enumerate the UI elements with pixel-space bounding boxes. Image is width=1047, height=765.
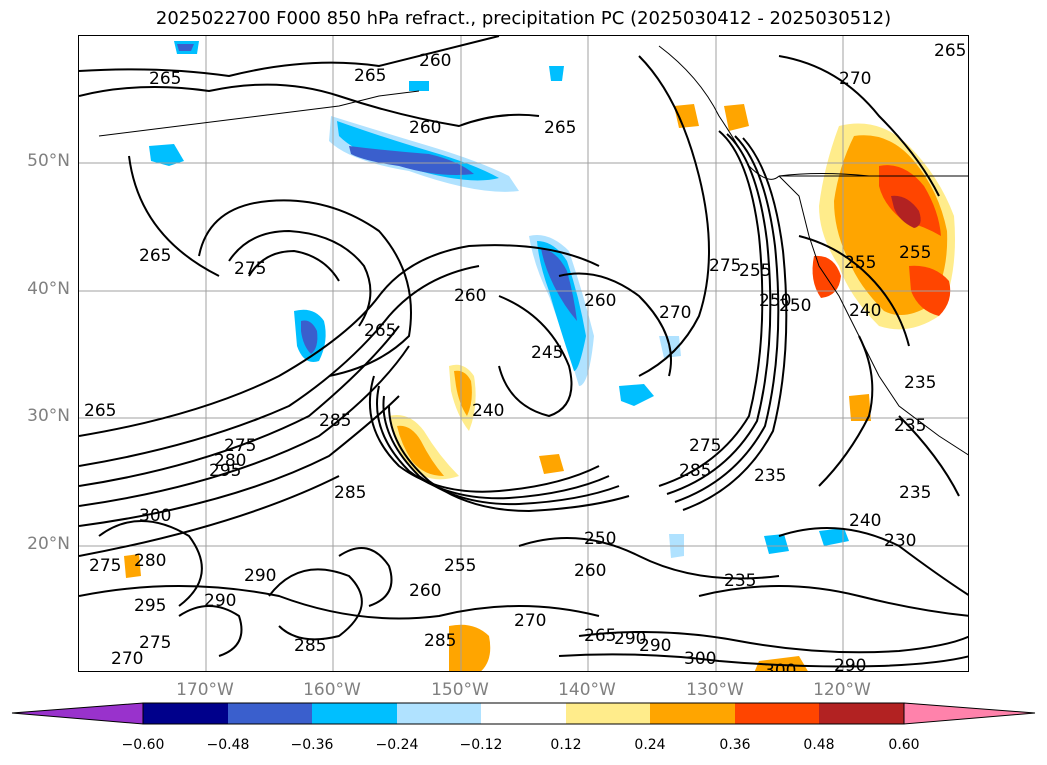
contour-label: 290 [614, 629, 646, 649]
colorbar-tick: 0.60 [888, 737, 920, 753]
colorbar-segment [650, 703, 735, 724]
lon-label-170w: 170°W [176, 680, 234, 700]
colorbar-tick: 0.48 [803, 737, 835, 753]
lon-label-130w: 130°W [686, 680, 744, 700]
contour-label: 300 [764, 661, 796, 672]
lon-label-140w: 140°W [558, 680, 616, 700]
lon-label-160w: 160°W [303, 680, 361, 700]
contour-label: 290 [204, 591, 236, 611]
contour-label: 265 [354, 66, 386, 86]
lat-label-30n: 30°N [27, 406, 70, 426]
contour-label: 280 [214, 451, 246, 471]
contour-label: 295 [209, 461, 241, 481]
contour-label: 275 [234, 259, 266, 279]
coastlines [98, 45, 968, 456]
contour-label: 265 [84, 401, 116, 421]
contour-label: 240 [849, 301, 881, 321]
refractivity-contours [79, 36, 968, 668]
gridlines [79, 36, 968, 671]
contour-label: 300 [684, 649, 716, 669]
contour-label: 275 [139, 633, 171, 653]
lat-label-50n: 50°N [27, 151, 70, 171]
colorbar-tick: −0.48 [206, 737, 250, 753]
contour-label: 265 [934, 41, 966, 61]
contour-label: 240 [849, 511, 881, 531]
colorbar-segment [397, 703, 481, 724]
colorbar [11, 702, 1036, 725]
colorbar-tick: 0.36 [719, 737, 751, 753]
contour-label: 235 [894, 416, 926, 436]
contour-label: 260 [419, 51, 451, 71]
contour-label: 235 [754, 466, 786, 486]
map-canvas: 265 265 260 260 265 275 265 270 260 260 … [79, 36, 968, 672]
colorbar-segment [735, 703, 819, 724]
contour-label: 275 [689, 436, 721, 456]
lon-label-150w: 150°W [431, 680, 489, 700]
contour-label: 255 [844, 253, 876, 273]
contour-label: 270 [659, 303, 691, 323]
colorbar-extend-high [903, 702, 1036, 725]
contour-label: 270 [514, 611, 546, 631]
map-title: 2025022700 F000 850 hPa refract., precip… [155, 8, 892, 29]
contour-label: 260 [409, 581, 441, 601]
contour-label: 300 [139, 506, 171, 526]
contour-label: 290 [244, 566, 276, 586]
contour-label: 235 [904, 373, 936, 393]
contour-label: 265 [584, 626, 616, 646]
contour-label: 275 [709, 256, 741, 276]
contour-labels: 265 265 260 260 265 275 265 270 260 260 … [84, 41, 966, 672]
contour-label: 285 [334, 483, 366, 503]
contour-label: 265 [544, 118, 576, 138]
contour-label: 275 [89, 556, 121, 576]
contour-label: 240 [472, 401, 504, 421]
colorbar-segment [819, 703, 904, 724]
contour-label: 260 [409, 118, 441, 138]
contour-label: 260 [584, 291, 616, 311]
map-plot-area: 265 265 260 260 265 275 265 270 260 260 … [78, 35, 969, 672]
contour-label: 265 [139, 246, 171, 266]
colorbar-segment [143, 703, 228, 724]
colorbar-tick: −0.24 [375, 737, 419, 753]
contour-label: 290 [834, 656, 866, 672]
contour-label: 285 [319, 411, 351, 431]
contour-label: 265 [149, 69, 181, 89]
contour-label: 255 [739, 261, 771, 281]
contour-label: 285 [294, 636, 326, 656]
colorbar-segment [566, 703, 650, 724]
lat-label-40n: 40°N [27, 279, 70, 299]
contour-label: 265 [364, 321, 396, 341]
lat-label-20n: 20°N [27, 534, 70, 554]
lon-label-120w: 120°W [813, 680, 871, 700]
contour-label: 295 [134, 596, 166, 616]
contour-label: 270 [111, 649, 143, 669]
contour-label: 230 [884, 531, 916, 551]
colorbar-segment [228, 703, 312, 724]
contour-label: 275 [224, 436, 256, 456]
contour-label: 260 [454, 286, 486, 306]
contour-label: 235 [899, 483, 931, 503]
contour-label: 255 [444, 556, 476, 576]
contour-label: 270 [839, 69, 871, 89]
contour-label: 260 [574, 561, 606, 581]
contour-label: 250 [584, 529, 616, 549]
colorbar-tick: 0.12 [550, 737, 582, 753]
colorbar-tick: −0.12 [459, 737, 503, 753]
colorbar-tick: −0.60 [121, 737, 165, 753]
colorbar-segment [481, 703, 566, 724]
contour-label: 245 [531, 343, 563, 363]
contour-label: 285 [679, 461, 711, 481]
colorbar-segment [312, 703, 397, 724]
colorbar-tick: −0.36 [290, 737, 334, 753]
colorbar-tick: 0.24 [634, 737, 666, 753]
contour-label: 250 [779, 296, 811, 316]
contour-label: 280 [134, 551, 166, 571]
contour-label: 285 [424, 631, 456, 651]
contour-label: 255 [899, 243, 931, 263]
contour-label: 250 [759, 291, 791, 311]
contour-label: 235 [724, 571, 756, 591]
contour-label: 290 [639, 636, 671, 656]
colorbar-extend-low [11, 702, 144, 725]
